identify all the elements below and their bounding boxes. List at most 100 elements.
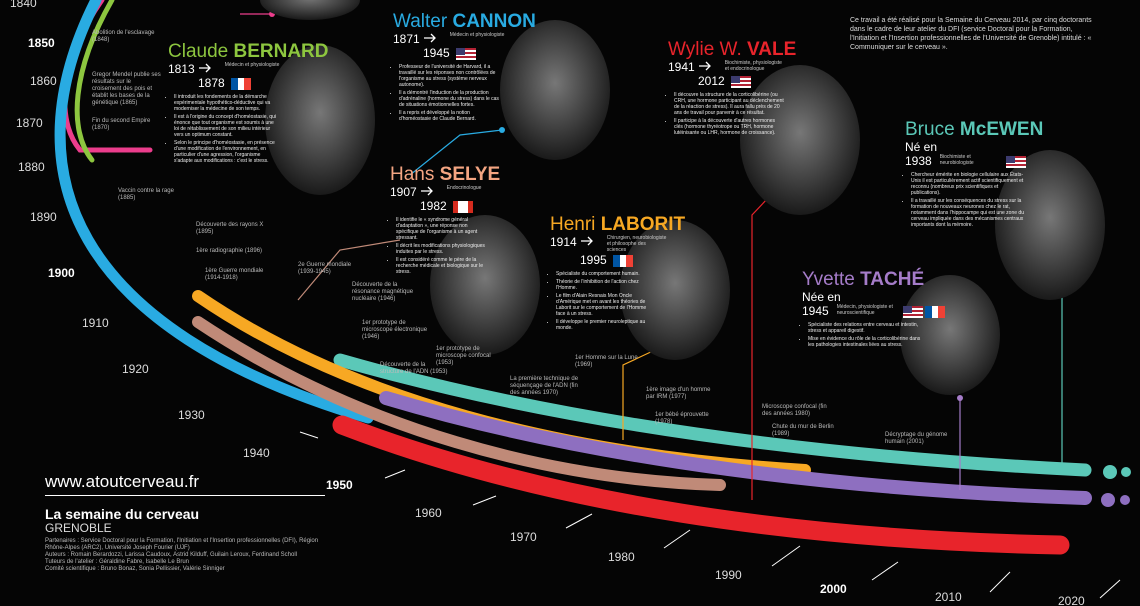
year-label: 2010 [935, 590, 962, 604]
year-label: 1990 [715, 568, 742, 582]
first-name: Henri [550, 214, 596, 235]
bullet-list: Il introduit les fondements de la démarc… [168, 94, 279, 164]
flag [1005, 155, 1026, 168]
first-name: Wylie W. [668, 39, 742, 60]
arrow-icon [698, 61, 711, 71]
birth-year: 1945 [802, 304, 829, 318]
arc-red [332, 415, 1070, 555]
year-label: 1840 [10, 0, 37, 10]
first-name: Hans [390, 164, 435, 185]
arrow-icon [423, 33, 436, 43]
scientist-name: Walter CANNON [393, 11, 536, 32]
scientist: Yvette TACHÉ Née en 1945 Médecin, physiolog… [802, 270, 962, 350]
dates: 1907 Endocrinologue [390, 185, 525, 199]
flag [455, 47, 476, 60]
year-label: 1890 [30, 210, 57, 224]
arc-tan [192, 316, 726, 491]
bullet: Il découvre la structure de la corticoli… [674, 92, 784, 116]
last-name: McEWEN [959, 119, 1044, 140]
bullet: Il a repris et développé la notion d'hom… [399, 110, 499, 122]
year-label: 1900 [48, 266, 75, 280]
event-label: 1ère radiographie (1896) [196, 248, 263, 254]
credit-line: Comité scientifique : Bruno Bonaz, Sonia… [45, 566, 225, 572]
credit-line: Tuteurs de l'atelier : Géraldine Fabre, … [45, 559, 189, 565]
role: Médecin, physiologiste et neuroscientifi… [836, 304, 893, 316]
event-label: Découverte de la structure de l'ADN (195… [380, 362, 448, 375]
born-prefix: Né en [905, 140, 938, 154]
bullet-list: Professeur de l'université de Harvard, i… [393, 64, 499, 122]
bullet: Il participe à la découverte d'autres ho… [674, 118, 784, 136]
event-label: Décryptage du génome humain (2001) [885, 432, 948, 445]
last-name: LABORIT [600, 214, 686, 235]
role: Médecin et physiologiste [224, 62, 280, 68]
bullet: Théorie de l'inhibition de l'action chez… [556, 279, 651, 291]
bullet-list: Il identifie le « syndrome général d'ada… [390, 217, 491, 275]
dates: 1914 Chirurgien, neurobiologiste et philo… [550, 235, 685, 253]
death-year: 1995 [580, 253, 607, 267]
dates: 1871 Médecin et physiologiste [393, 32, 533, 46]
bullet: Il a démontré l'induction de la producti… [399, 90, 499, 108]
event-label: Chute du mur de Berlin (1989) [772, 424, 834, 437]
death-year: 1878 [198, 76, 225, 90]
bullet: Il est considéré comme le père de la rec… [396, 257, 491, 275]
year-label: 1850 [28, 36, 55, 50]
birth-year: 1941 [668, 60, 695, 74]
dates: 1813 Médecin et physiologiste [168, 62, 313, 76]
last-name: SELYE [439, 164, 501, 185]
year-label: 1930 [178, 408, 205, 422]
event-label: La première technique de séquençage de l… [510, 376, 579, 396]
footer: www.atoutcerveau.fr La semaine du cervea… [45, 472, 325, 573]
credit-line: Partenaires : Service Doctoral pour la F… [45, 538, 319, 551]
year-label: 1870 [16, 116, 43, 130]
last-name: VALE [747, 39, 797, 60]
event-label: Microscope confocal (fin des années 1980… [762, 404, 827, 417]
flag [612, 254, 633, 267]
arrow-icon [580, 236, 593, 246]
bullet: Professeur de l'université de Harvard, i… [399, 64, 499, 88]
dates: Née en 1945 Médecin, physiologiste et neur… [802, 290, 962, 319]
event-label: Abolition de l'esclavage (1848) [92, 30, 155, 43]
intro-text: Ce travail a été réalisé pour la Semaine… [850, 17, 1092, 51]
born-prefix: Née en [802, 290, 841, 304]
credit-line: Auteurs : Romain Berardozzi, Larissa Cau… [45, 552, 298, 558]
flag [230, 77, 251, 90]
dates: 1941 Biochimiste, physiologiste et endocr… [668, 60, 818, 74]
flag [730, 75, 751, 88]
bullet: Chercheur émérite en biologie cellulaire… [911, 172, 1026, 196]
first-name: Bruce [905, 119, 955, 140]
event-label: 1er Homme sur la Lune (1969) [575, 355, 638, 368]
bullet: Il décrit les modifications physiologiqu… [396, 243, 491, 255]
scientist-name: Hans SELYE [390, 165, 525, 185]
arrow-icon [198, 63, 211, 73]
role: Endocrinologue [446, 185, 482, 191]
role: Biochimiste et neurobiologiste [939, 154, 974, 166]
death-line: 1878 [168, 76, 313, 91]
bullet-list: Spécialiste des relations entre cerveau … [802, 322, 928, 348]
bullet: Il a travaillé sur les conséquences du s… [911, 198, 1026, 228]
year-label: 1950 [326, 478, 353, 492]
photos [260, 0, 1105, 395]
year-label: 1980 [608, 550, 635, 564]
arc-teal [333, 353, 1092, 477]
event-label: Fin du second Empire (1870) [92, 118, 151, 131]
role: Biochimiste, physiologiste et endocrinol… [724, 60, 782, 72]
year-label: 1920 [122, 362, 149, 376]
event-label: Vaccin contre la rage (1885) [118, 188, 174, 201]
year-label: 1960 [415, 506, 442, 520]
arc-green [74, 0, 115, 163]
year-label: 2000 [820, 582, 847, 596]
death-year: 1982 [420, 199, 447, 213]
year-ticks [299, 431, 1121, 599]
first-name: Walter [393, 11, 448, 32]
last-name: BERNARD [233, 41, 329, 62]
death-line: 1982 [390, 199, 525, 214]
event-title: La semaine du cerveau [45, 506, 200, 522]
event-label: Gregor Mendel publie ses résultats sur l… [92, 72, 161, 106]
scientist: Henri LABORIT 1914 Chirurgien, neurobiolog… [550, 215, 685, 333]
birth-year: 1871 [393, 32, 420, 46]
bullet-list: Spécialiste du comportement humain. Théor… [550, 271, 651, 331]
role: Médecin et physiologiste [449, 32, 505, 38]
death-year: 1945 [423, 46, 450, 60]
flag [452, 200, 473, 213]
credits: Partenaires : Service Doctoral pour la F… [45, 538, 325, 573]
